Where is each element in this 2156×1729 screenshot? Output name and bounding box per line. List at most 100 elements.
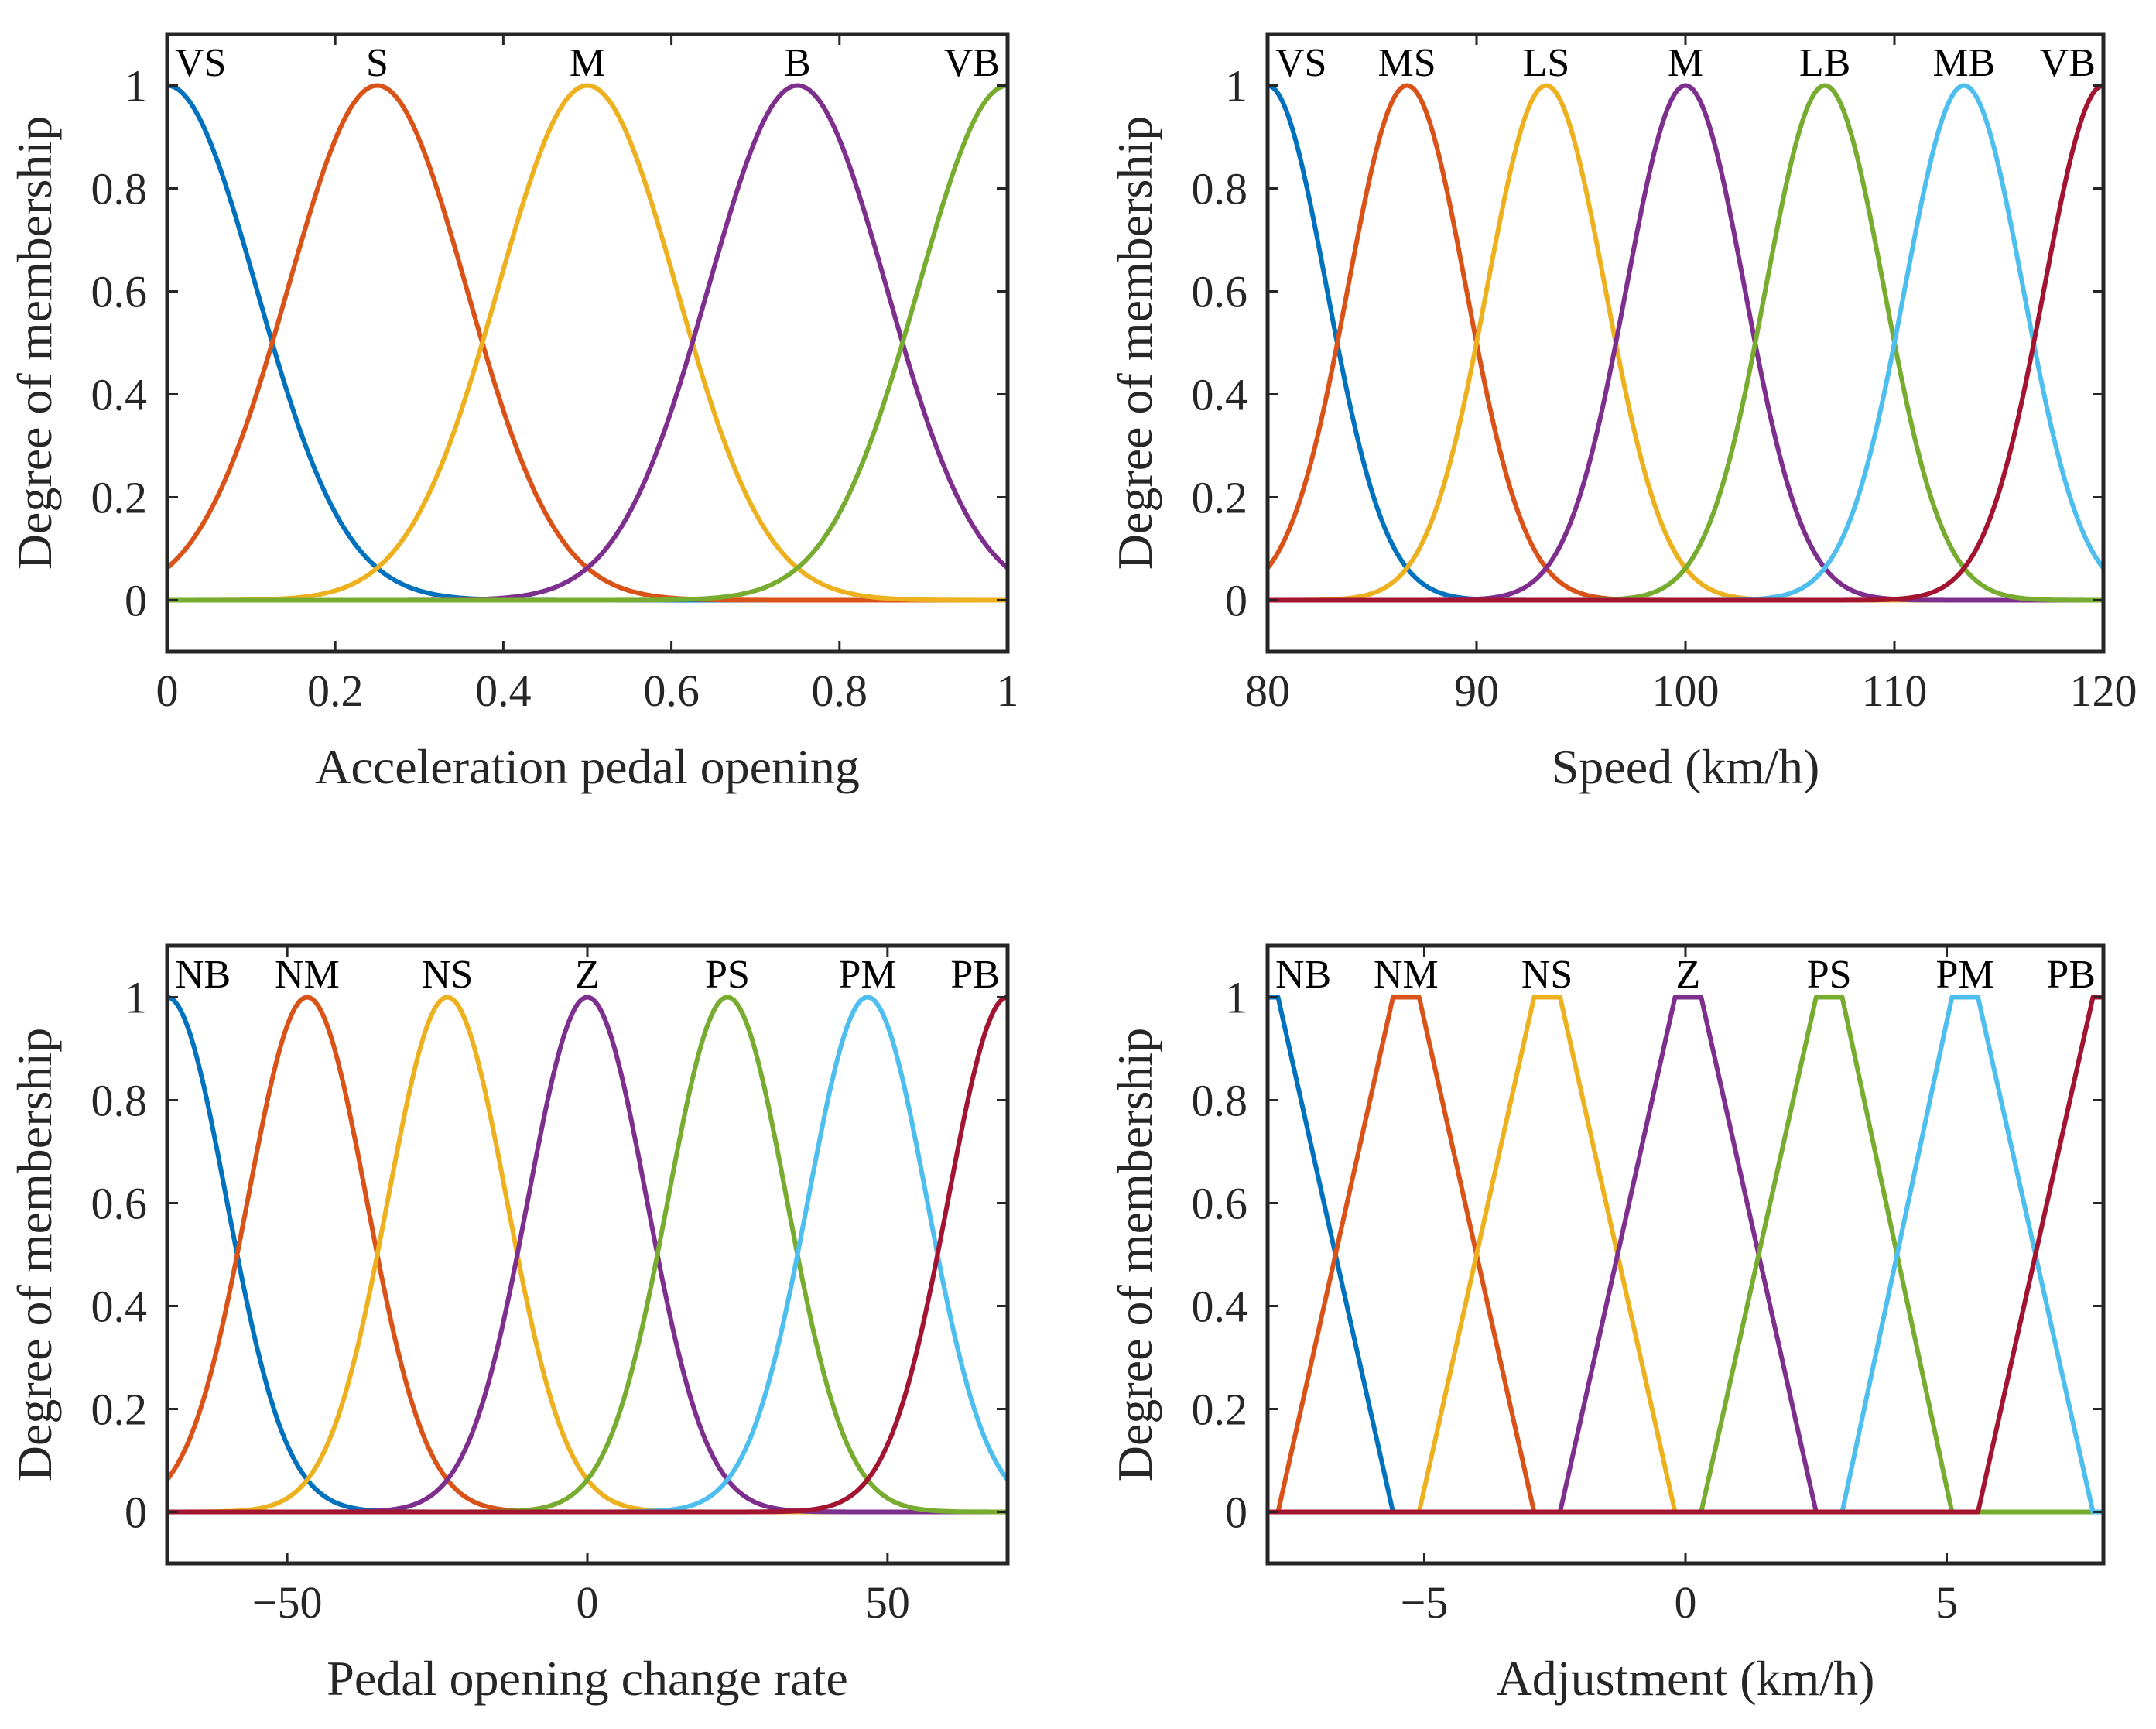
chart-panel-1: VS S M B VB 0 0.2 0.4 0.6 0.8 1 0 0.2 0.4 0.6 0.8 1 Accel… — [7, 32, 1019, 794]
y-tick-label: 0.8 — [91, 1076, 148, 1126]
mf-label-M: M — [1668, 41, 1703, 85]
chart-panel-3: NB NM NS Z PS PM PB −50 0 50 0 0.2 0.4 0.6 0.8 1 Pedal o… — [7, 943, 1010, 1706]
series-line-VB — [167, 83, 1008, 603]
y-tick-label: 0.8 — [91, 164, 148, 214]
x-tick-label: 50 — [865, 1577, 910, 1628]
series-line-MB — [1268, 83, 2103, 603]
y-tick-label: 0 — [125, 576, 147, 626]
series-line-VS — [167, 83, 1008, 603]
series-line-Z — [167, 995, 1008, 1515]
mf-label-MB: MB — [1932, 41, 1995, 85]
mf-label-S: S — [366, 41, 388, 85]
mf-label-PM: PM — [1936, 953, 1994, 997]
y-tick-label: 0 — [125, 1488, 147, 1538]
y-tick-label: 1 — [125, 61, 147, 111]
series-group — [167, 995, 1008, 1515]
x-tick-label: 0.6 — [643, 666, 700, 716]
series-line-LB — [1268, 83, 2103, 603]
y-tick-label: 0.4 — [1192, 1282, 1248, 1332]
mf-label-PS: PS — [705, 953, 750, 997]
y-axis-label: Degree of membership — [7, 116, 62, 570]
y-tick-label: 0.6 — [1192, 267, 1248, 317]
mf-label-VB: VB — [2040, 41, 2096, 85]
series-line-PM — [167, 995, 1008, 1515]
mf-label-NM: NM — [275, 953, 340, 997]
mf-label-PM: PM — [838, 953, 896, 997]
mf-label-Z: Z — [1675, 953, 1700, 997]
x-tick-label: −50 — [252, 1577, 323, 1628]
x-axis-label: Adjustment (km/h) — [1497, 1651, 1875, 1706]
series-line-PB — [1268, 995, 2103, 1515]
x-tick-label: 0 — [156, 666, 179, 716]
x-tick-label: 1 — [997, 666, 1019, 716]
mf-label-B: B — [784, 41, 811, 85]
y-tick-label: 0.4 — [1192, 370, 1248, 420]
mf-label-PB: PB — [950, 953, 1000, 997]
y-tick-label: 0.4 — [91, 1282, 148, 1332]
axes-frame — [165, 32, 1010, 654]
y-axis-label: Degree of membership — [7, 1028, 62, 1481]
x-tick-label: 0.4 — [475, 666, 532, 716]
mf-label-NS: NS — [422, 953, 473, 997]
series-line-S — [167, 83, 1008, 603]
series-line-MS — [1268, 83, 2103, 603]
x-tick-label: 0 — [1675, 1577, 1697, 1628]
axes-frame — [1265, 32, 2106, 654]
x-axis-label: Pedal opening change rate — [327, 1651, 848, 1706]
series-line-Z — [1268, 995, 2103, 1515]
series-line-NB — [167, 995, 1008, 1515]
x-axis-label: Acceleration pedal opening — [315, 739, 860, 794]
y-tick-label: 0.2 — [1192, 1385, 1248, 1435]
x-tick-label: 0.8 — [812, 666, 868, 716]
series-line-M — [1268, 83, 2103, 603]
y-tick-label: 0.4 — [91, 370, 148, 420]
x-tick-label: 5 — [1935, 1577, 1958, 1628]
series-line-PM — [1268, 995, 2103, 1515]
x-tick-label: 120 — [2070, 666, 2137, 716]
series-line-NS — [1268, 995, 2103, 1515]
y-tick-label: 0 — [1225, 576, 1247, 626]
y-tick-label: 0.6 — [91, 1179, 148, 1229]
axes-frame — [165, 943, 1010, 1566]
mf-label-MS: MS — [1378, 41, 1436, 85]
series-line-NB — [1268, 995, 2103, 1515]
y-tick-label: 0.6 — [1192, 1179, 1248, 1229]
mf-label-PB: PB — [2046, 953, 2096, 997]
x-tick-label: 100 — [1652, 666, 1720, 716]
series-line-NS — [167, 995, 1008, 1515]
mf-label-M: M — [570, 41, 605, 85]
mf-label-NB: NB — [1275, 953, 1331, 997]
mf-label-Z: Z — [575, 953, 600, 997]
chart-panel-4: NB NM NS Z PS PM PB −5 0 5 0 0.2 0.4 0.6 0.8 1 Adjustmen… — [1107, 943, 2106, 1706]
y-tick-label: 0.8 — [1192, 164, 1248, 214]
axes-frame — [1265, 943, 2106, 1566]
mf-label-LS: LS — [1523, 41, 1570, 85]
x-axis-label: Speed (km/h) — [1552, 739, 1820, 794]
series-line-PS — [1268, 995, 2103, 1515]
x-tick-label: 80 — [1245, 666, 1290, 716]
y-tick-label: 0 — [1225, 1488, 1247, 1538]
mf-label-NM: NM — [1374, 953, 1439, 997]
mf-label-NB: NB — [175, 953, 231, 997]
series-line-PS — [167, 995, 1008, 1515]
y-tick-label: 0.2 — [91, 1385, 148, 1435]
y-tick-label: 0.2 — [91, 473, 148, 523]
y-tick-label: 0.2 — [1192, 473, 1248, 523]
series-group — [167, 83, 1008, 603]
mf-label-LB: LB — [1799, 41, 1850, 85]
series-line-B — [167, 83, 1008, 603]
series-line-M — [167, 83, 1008, 603]
mf-label-VS: VS — [175, 41, 226, 85]
series-group — [1268, 995, 2103, 1515]
y-tick-label: 0.8 — [1192, 1076, 1248, 1126]
series-line-NM — [167, 995, 1008, 1515]
series-line-NM — [1268, 995, 2103, 1515]
series-line-LS — [1268, 83, 2103, 603]
y-tick-label: 1 — [1225, 973, 1247, 1023]
mf-label-VS: VS — [1275, 41, 1326, 85]
x-tick-label: 0 — [577, 1577, 599, 1628]
mf-label-NS: NS — [1521, 953, 1573, 997]
y-tick-label: 0.6 — [91, 267, 148, 317]
y-axis-label: Degree of membership — [1107, 1028, 1162, 1481]
